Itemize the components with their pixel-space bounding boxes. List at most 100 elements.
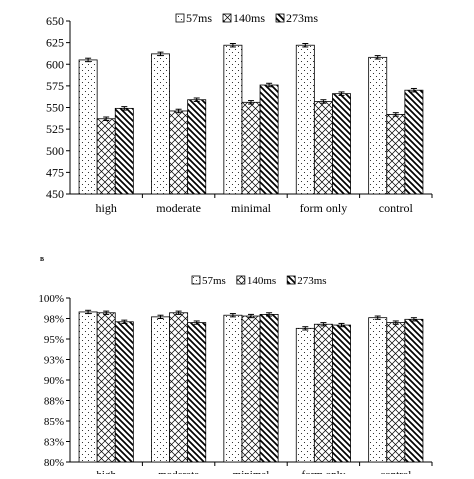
panel-a-error-bar xyxy=(121,106,128,111)
panel-b-y-tick-label: 90% xyxy=(44,375,64,387)
panel-b-bar-57ms xyxy=(368,317,388,463)
panel-a-bar-273ms xyxy=(187,99,207,195)
panel-b-error-bar xyxy=(121,319,128,324)
legend-label-273ms: 273ms xyxy=(297,275,326,287)
panel-a-y-tick-label: 525 xyxy=(46,122,64,136)
panel-b-bar-273ms xyxy=(114,321,134,463)
legend-label-57ms: 57ms xyxy=(202,275,226,287)
panel-b-bar-273ms xyxy=(332,324,351,463)
panel-a-y-tick-label: 475 xyxy=(46,165,64,179)
panel-b-error-bar xyxy=(229,313,236,318)
panel-b-bar-57ms xyxy=(78,311,98,463)
panel-a-bar-140ms xyxy=(386,114,406,195)
panel-b-error-bar xyxy=(175,310,182,315)
panel-a-error-bar xyxy=(103,116,110,121)
chart-panel-b: B 80% 83% 85% 88% 90% 93% 95% 98% 100% high moderat… xyxy=(38,257,433,479)
panel-b-error-bar xyxy=(248,313,254,319)
panel-a-error-bar xyxy=(229,42,236,48)
panel-b-error-bar xyxy=(392,320,399,325)
legend-swatch-140ms xyxy=(222,13,232,23)
panel-a-error-bar xyxy=(175,108,182,114)
panel-b-error-bar xyxy=(374,315,381,320)
panel-a-bar-140ms xyxy=(96,118,116,195)
panel-a-bar-57ms xyxy=(151,53,170,195)
panel-b-bar-57ms xyxy=(295,327,315,463)
panel-b-error-bar xyxy=(103,310,110,315)
panel-a-error-bar xyxy=(248,100,254,105)
panel-b-error-bar xyxy=(85,309,92,315)
panel-a-y-tick-label: 550 xyxy=(46,101,64,115)
panel-a-y-tick-label: 600 xyxy=(46,57,64,71)
panel-a-y-tick-label: 500 xyxy=(46,144,64,158)
panel-a-bar-273ms xyxy=(404,89,424,195)
panel-b-error-bar xyxy=(157,314,164,319)
panel-b-error-bar xyxy=(410,317,417,322)
panel-b-y-tick-label: 98% xyxy=(44,314,64,326)
panel-a-x-tick-label: control xyxy=(379,201,414,215)
panel-b-legend: 57ms 140ms 273ms xyxy=(191,275,327,287)
panel-a-bar-273ms xyxy=(332,93,351,195)
panel-a-error-bar xyxy=(338,91,345,96)
panel-a-y-tick-label: 625 xyxy=(46,36,64,50)
panel-b-bar-140ms xyxy=(386,322,406,463)
panel-b-bar-273ms xyxy=(187,322,207,463)
panel-b-error-bar xyxy=(320,322,327,327)
panel-b-bar-140ms xyxy=(313,323,333,463)
legend-swatch-273ms xyxy=(275,13,285,23)
panel-b-x-tick-label: moderate xyxy=(158,469,199,474)
panel-a-bar-140ms xyxy=(241,101,261,195)
panel-a-bar-57ms xyxy=(78,59,98,195)
panel-a-y-tick-label: 575 xyxy=(46,79,64,93)
panel-a-bar-140ms xyxy=(169,110,189,195)
panel-a-error-bar xyxy=(266,82,273,88)
panel-b-y-tick-label: 85% xyxy=(44,416,64,428)
panel-b-y-tick-label: 80% xyxy=(44,457,64,469)
panel-a-y-tick-label: 450 xyxy=(46,187,64,201)
panel-a-bar-273ms xyxy=(114,107,134,195)
panel-a-bar-57ms xyxy=(223,44,243,195)
panel-a-bar-140ms xyxy=(313,101,333,195)
panel-b-error-bar xyxy=(338,322,345,328)
panel-b-bar-57ms xyxy=(151,316,170,463)
panel-b-y-tick-label: 95% xyxy=(44,334,64,346)
panel-a-y-tick-label: 650 xyxy=(46,14,64,28)
legend-label-273ms: 273ms xyxy=(286,11,318,25)
panel-a-bar-273ms xyxy=(259,84,279,195)
panel-b-error-bar xyxy=(193,320,200,325)
panel-b-bar-57ms xyxy=(223,314,243,463)
panel-a-x-tick-label: form only xyxy=(300,201,348,215)
panel-a-x-tick-label: minimal xyxy=(231,201,272,215)
panel-b-bar-273ms xyxy=(404,318,424,463)
panel-a-bar-57ms xyxy=(295,44,315,195)
legend-label-140ms: 140ms xyxy=(247,275,276,287)
panel-a-error-bar xyxy=(392,112,399,117)
panel-b-bar-140ms xyxy=(169,312,189,463)
panel-a-error-bar xyxy=(157,51,164,57)
panel-b-error-bar xyxy=(302,326,309,331)
panel-a-error-bar xyxy=(85,57,92,63)
panel-b-x-tick-label: control xyxy=(380,469,411,474)
panel-a-error-bar xyxy=(320,99,327,104)
panel-a-error-bar xyxy=(410,87,417,93)
legend-swatch-140ms xyxy=(236,275,246,285)
panel-b-y-tick-label: 83% xyxy=(44,437,64,449)
panel-b-x-tick-label: high xyxy=(96,469,116,474)
panel-a-error-bar xyxy=(193,97,200,102)
panel-a-error-bar xyxy=(302,42,309,48)
panel-a-legend: 57ms 140ms 273ms xyxy=(175,11,318,25)
panel-a-error-bar xyxy=(374,55,381,60)
panel-b-bar-140ms xyxy=(241,315,261,463)
panel-b-y-tick-label: 100% xyxy=(38,293,64,305)
panel-a-x-tick-label: moderate xyxy=(156,201,201,215)
panel-a-x-tick-label: high xyxy=(96,201,117,215)
panel-b-error-bar xyxy=(266,312,273,317)
panel-b-bar-140ms xyxy=(96,312,116,463)
legend-label-140ms: 140ms xyxy=(233,11,265,25)
legend-swatch-57ms xyxy=(191,275,201,285)
panel-b-x-tick-label: minimal xyxy=(233,469,270,474)
panel-b-y-tick-label: 88% xyxy=(44,396,64,408)
legend-swatch-273ms xyxy=(286,275,296,285)
panel-b-label: B xyxy=(40,257,44,263)
